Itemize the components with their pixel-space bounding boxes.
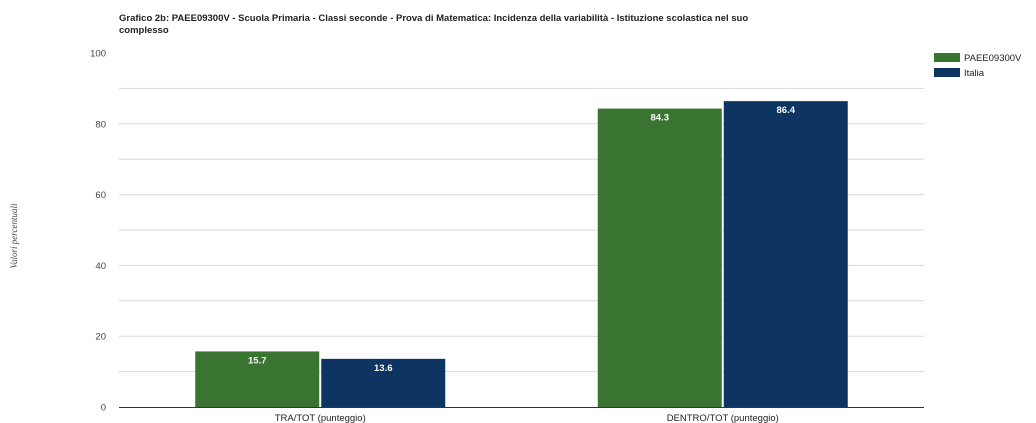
y-axis-label: Valori percentuali <box>9 203 19 268</box>
y-axis-ticks: 0 20 40 60 80 100 <box>90 49 106 414</box>
data-label: 86.4 <box>777 105 796 116</box>
y-tick-label: 40 <box>95 261 106 272</box>
chart-title-line-1: Grafico 2b: PAEE09300V - Scuola Primaria… <box>119 13 748 24</box>
y-tick-label: 80 <box>95 119 106 130</box>
data-label: 15.7 <box>248 355 267 366</box>
y-tick-label: 100 <box>90 49 106 60</box>
legend-label-paee09300v: PAEE09300V <box>964 53 1022 64</box>
x-category-label: DENTRO/TOT (punteggio) <box>667 413 779 423</box>
y-tick-label: 0 <box>101 403 106 414</box>
legend-swatch-paee09300v <box>934 53 960 62</box>
legend: PAEE09300V Italia <box>934 53 1022 79</box>
chart-title-line-2: complesso <box>119 25 169 36</box>
data-labels: 15.7 13.6 84.3 86.4 <box>248 105 796 374</box>
chart-title: Grafico 2b: PAEE09300V - Scuola Primaria… <box>119 13 748 36</box>
bar-italia-1 <box>723 101 848 408</box>
data-label: 13.6 <box>374 363 393 374</box>
data-label: 84.3 <box>651 113 670 124</box>
y-tick-label: 60 <box>95 190 106 201</box>
legend-label-italia: Italia <box>964 68 985 79</box>
bar-paee09300v-0 <box>195 351 320 407</box>
x-axis-categories: TRA/TOT (punteggio) DENTRO/TOT (punteggio… <box>275 413 779 423</box>
legend-swatch-italia <box>934 68 960 77</box>
x-category-label: TRA/TOT (punteggio) <box>275 413 366 423</box>
y-tick-label: 20 <box>95 332 106 343</box>
gridlines <box>119 87 924 373</box>
bar-italia-0 <box>321 358 446 407</box>
bars <box>195 101 848 408</box>
bar-paee09300v-1 <box>597 108 722 407</box>
